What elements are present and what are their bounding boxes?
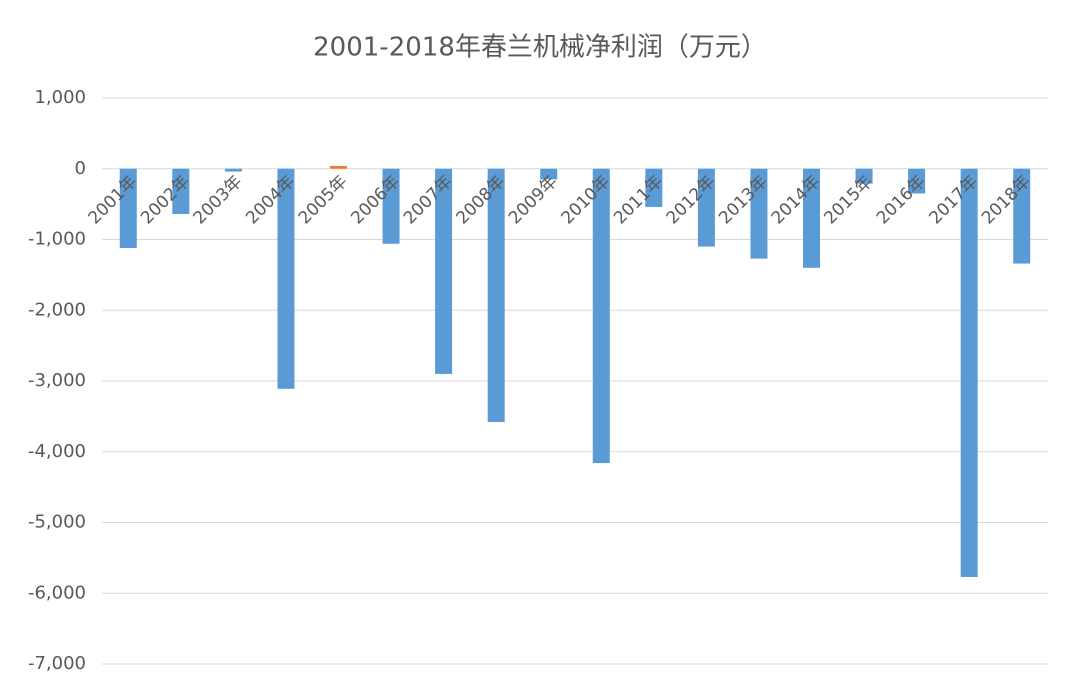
- y-tick-label: -4,000: [28, 441, 86, 462]
- x-tick-label: 2009年: [505, 172, 562, 229]
- bar: [592, 168, 610, 464]
- bar: [750, 168, 768, 259]
- bar: [277, 168, 295, 389]
- x-tick-label: 2005年: [295, 172, 352, 229]
- bar: [855, 168, 873, 184]
- x-tick-label: 2016年: [873, 172, 930, 229]
- bar: [172, 168, 190, 215]
- x-tick-label: 2015年: [820, 172, 877, 229]
- bar: [803, 168, 820, 268]
- bar: [697, 168, 715, 247]
- chart-title: 2001-2018年春兰机械净利润（万元）: [313, 33, 767, 63]
- y-tick-label: 0: [75, 158, 86, 179]
- y-tick-label: -1,000: [28, 229, 86, 250]
- y-tick-label: -5,000: [28, 512, 86, 533]
- bar: [645, 168, 663, 207]
- bar: [435, 168, 453, 374]
- y-tick-label: -3,000: [28, 370, 86, 391]
- bar: [330, 165, 347, 169]
- x-tick-label: 2003年: [190, 172, 247, 229]
- bar: [540, 168, 558, 180]
- y-tick-label: -7,000: [28, 653, 86, 674]
- bar: [224, 168, 242, 172]
- y-tick-label: -6,000: [28, 582, 86, 603]
- bar: [960, 168, 978, 577]
- bar: [1013, 168, 1031, 264]
- y-tick-label: -2,000: [28, 299, 86, 320]
- y-tick-label: 1,000: [34, 87, 86, 108]
- bar: [119, 168, 137, 248]
- bar: [908, 168, 926, 194]
- bar: [487, 168, 505, 423]
- bar: [382, 168, 400, 244]
